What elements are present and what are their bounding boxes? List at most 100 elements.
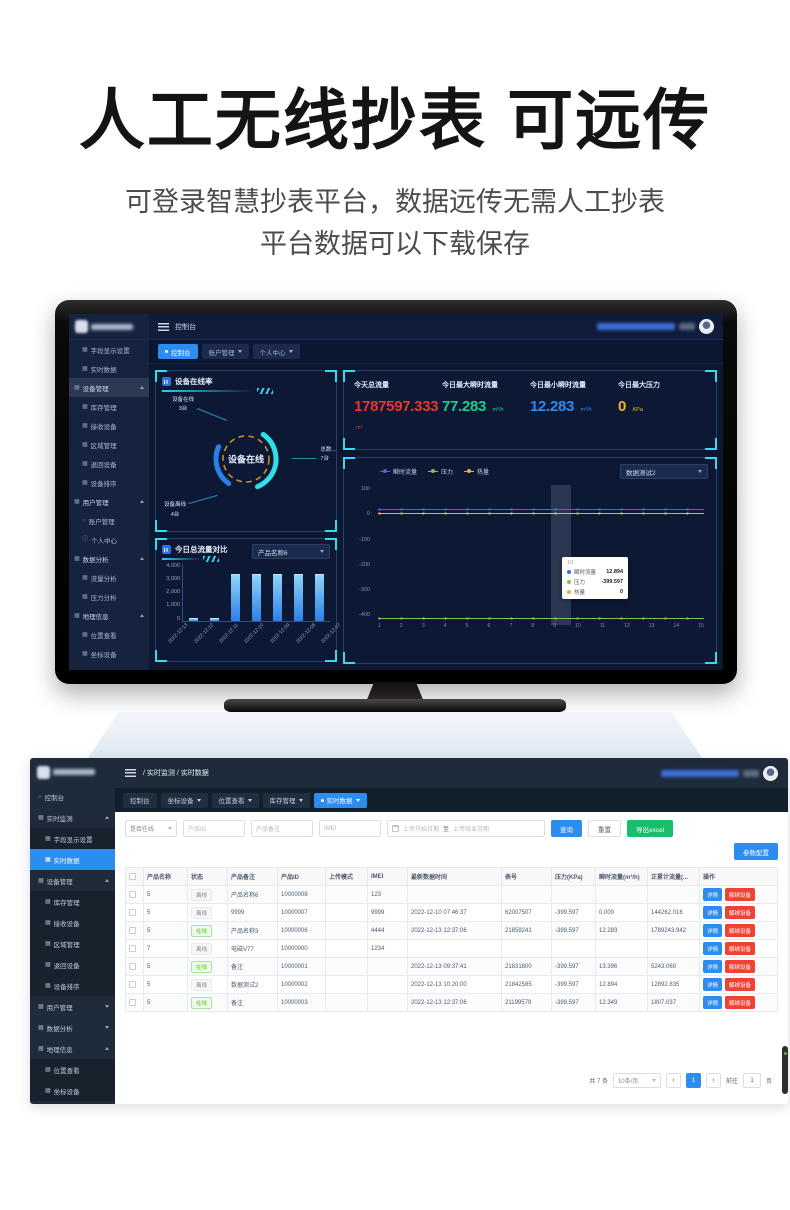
detail-button[interactable]: 详情 [703,924,723,937]
product-id-input[interactable]: 产品ID [183,820,245,837]
sidebar-item[interactable]: ▦ 退回设备 [69,454,149,473]
sidebar-item[interactable]: ▦ 库存管理 [69,397,149,416]
page-size-select[interactable]: 10条/页 [612,1073,661,1088]
sidebar-item[interactable]: ▦ 设备排序 [69,473,149,492]
select-all-checkbox[interactable] [129,872,136,880]
sidebar-item[interactable]: ▦ 坐标设备 [30,1080,115,1101]
column-header[interactable]: 产品名称 [143,867,188,886]
admin-tab[interactable]: 控制台 [123,792,157,808]
row-checkbox[interactable] [129,980,136,988]
goto-page-input[interactable]: 1 [742,1073,761,1088]
column-header[interactable]: 状态 [187,867,228,886]
row-checkbox[interactable] [129,890,136,898]
sidebar-item[interactable]: ⌂ 控制台 [30,786,115,807]
sidebar-item[interactable]: ▦ 地理信息 [30,1038,115,1059]
column-header[interactable]: 产品备注 [227,867,278,886]
product-remark-input[interactable]: 产品备注 [251,820,313,837]
sidebar-item[interactable]: ▦ 数据分析 [30,1017,115,1038]
product-select[interactable]: 产品名称6 [252,544,330,559]
legend-item[interactable]: 压力 [428,467,453,476]
sidebar-item[interactable]: ⓘ 个人中心 [69,530,149,549]
sidebar-item[interactable]: ▦ 接收设备 [69,416,149,435]
dashboard-tab[interactable]: 个人中心 [252,344,300,359]
sidebar-item[interactable]: ▦ 区域管理 [69,435,149,454]
sidebar-item[interactable]: ▦ 区域管理 [30,933,115,954]
scrollbar-thumb[interactable] [782,1046,788,1094]
column-header[interactable]: 正累计流量(... [647,867,700,886]
sidebar-item[interactable]: ▦ 压力分析 [69,587,149,606]
legend-item[interactable]: 瞬时流量 [380,467,417,476]
row-checkbox[interactable] [129,944,136,952]
admin-tab[interactable]: 位置查看 [211,792,259,808]
row-checkbox[interactable] [129,962,136,970]
sidebar-item[interactable]: ○ 账户管理 [69,511,149,530]
export-excel-button[interactable]: 导出excel [627,820,674,837]
sidebar-item[interactable]: ▦ 字段显示设置 [69,340,149,359]
unbind-device-button[interactable]: 解绑设备 [725,960,756,973]
avatar[interactable] [699,319,714,334]
date-range-picker[interactable]: 上传开始日期 至 上传结束日期 [387,820,545,837]
sidebar-item[interactable]: ▦ 实时监测 [30,807,115,828]
row-checkbox[interactable] [129,998,136,1006]
hamburger-icon[interactable] [125,769,136,777]
column-header[interactable]: 最新数据时间 [407,867,502,886]
hamburger-icon[interactable] [158,322,169,331]
sidebar-item[interactable]: ▦ 实时数据 [69,359,149,378]
prev-page-button[interactable]: ‹ [665,1073,681,1088]
detail-button[interactable]: 详情 [703,906,723,919]
sidebar-item[interactable]: ▦ 流量分析 [69,568,149,587]
dataset-select[interactable]: 数据测试2 [620,464,708,479]
avatar[interactable] [763,765,778,781]
next-page-button[interactable]: › [705,1073,721,1088]
detail-button[interactable]: 详情 [703,978,723,991]
legend-item[interactable]: 热量 [464,467,489,476]
sidebar-item[interactable]: ▦ 接收设备 [30,912,115,933]
sidebar-item[interactable]: ▦ 位置查看 [30,1059,115,1080]
column-header[interactable]: IMEI [367,867,408,886]
reset-button[interactable]: 重置 [588,820,621,837]
sidebar-item[interactable]: ▦ 用户管理 [30,996,115,1017]
column-header[interactable]: 压力(KPa) [551,867,596,886]
imei-input[interactable]: IMEI [319,820,381,837]
admin-tab[interactable]: 实时数据 [313,792,367,808]
sidebar-item[interactable]: ▦ 位置查看 [69,625,149,644]
sidebar-item[interactable]: ▦ 设备排序 [30,975,115,996]
dashboard-tab[interactable]: 账户管理 [201,344,249,359]
column-header[interactable]: 上传模式 [325,867,368,886]
row-checkbox[interactable] [129,926,136,934]
column-header[interactable]: 瞬时流量(m³/h) [595,867,648,886]
unbind-device-button[interactable]: 解绑设备 [725,996,756,1009]
sidebar-item[interactable]: ▦ 用户管理 [69,492,149,511]
sidebar-item[interactable]: ▦ 设备管理 [30,870,115,891]
sidebar-item[interactable]: ▦ 数据分析 [69,549,149,568]
actions-cell: 详情 解绑设备 [699,903,778,922]
product-name-cell: 5 [143,975,188,994]
dashboard-tab[interactable]: 控制台 [158,344,198,359]
unbind-device-button[interactable]: 解绑设备 [725,906,756,919]
column-header[interactable]: 表号 [501,867,552,886]
sidebar-item[interactable]: ▦ 地理信息 [69,606,149,625]
param-config-button[interactable]: 参数配置 [734,843,778,860]
detail-button[interactable]: 详情 [703,888,723,901]
page-1-button[interactable]: 1 [685,1073,701,1088]
row-checkbox[interactable] [129,908,136,916]
sidebar-item[interactable]: ▦ 实时数据 [30,849,115,870]
unbind-device-button[interactable]: 解绑设备 [725,888,756,901]
detail-button[interactable]: 详情 [703,942,723,955]
admin-tab[interactable]: 库存管理 [262,792,310,808]
admin-tab[interactable]: 坐标设备 [160,792,208,808]
unbind-device-button[interactable]: 解绑设备 [725,924,756,937]
column-header[interactable]: 操作 [699,867,778,886]
sidebar-item[interactable]: ▦ 库存管理 [30,891,115,912]
sidebar-item[interactable]: ▦ 退回设备 [30,954,115,975]
sidebar-item[interactable]: ▦ 字段显示设置 [30,828,115,849]
unbind-device-button[interactable]: 解绑设备 [725,978,756,991]
unbind-device-button[interactable]: 解绑设备 [725,942,756,955]
detail-button[interactable]: 详情 [703,996,723,1009]
online-status-select[interactable]: 是否在线 [125,820,177,837]
search-button[interactable]: 查询 [551,820,582,837]
detail-button[interactable]: 详情 [703,960,723,973]
sidebar-item[interactable]: ▦ 坐标设备 [69,644,149,663]
sidebar-item[interactable]: ▦ 设备管理 [69,378,149,397]
column-header[interactable]: 产品ID [277,867,326,886]
